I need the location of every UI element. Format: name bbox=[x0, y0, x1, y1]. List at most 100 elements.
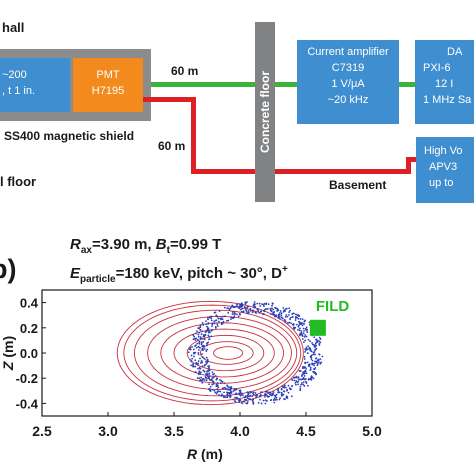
particle-point bbox=[223, 386, 226, 389]
particle-point bbox=[250, 391, 252, 394]
particle-point bbox=[296, 314, 299, 316]
particle-point bbox=[258, 302, 261, 305]
particle-point bbox=[310, 350, 313, 353]
particle-point bbox=[307, 345, 310, 348]
particle-point bbox=[238, 305, 240, 308]
particle-point bbox=[306, 361, 309, 364]
e-subscript: particle bbox=[80, 274, 116, 285]
particle-point bbox=[278, 398, 281, 401]
particle-point bbox=[253, 306, 256, 309]
particle-point bbox=[251, 311, 254, 314]
particle-point bbox=[305, 367, 308, 370]
particle-point bbox=[221, 315, 224, 318]
particle-point bbox=[252, 398, 255, 401]
particle-point bbox=[212, 382, 215, 385]
particle-point bbox=[215, 384, 218, 387]
particle-point bbox=[203, 338, 206, 341]
particle-point bbox=[318, 342, 321, 345]
particle-point bbox=[199, 346, 201, 349]
particle-point bbox=[295, 323, 298, 326]
particle-point bbox=[298, 329, 301, 332]
particle-point bbox=[220, 395, 223, 397]
particle-point bbox=[202, 369, 205, 372]
particle-point bbox=[280, 314, 283, 317]
particle-point bbox=[195, 361, 198, 364]
green-cable bbox=[275, 82, 297, 87]
red-cable bbox=[191, 97, 196, 174]
particle-point bbox=[306, 352, 309, 355]
particle-point bbox=[205, 377, 208, 379]
particle-point bbox=[289, 309, 291, 312]
particle-point bbox=[290, 322, 293, 325]
particle-point bbox=[286, 315, 289, 318]
particle-point bbox=[279, 310, 282, 312]
particle-point bbox=[219, 317, 222, 320]
particle-point bbox=[201, 353, 203, 355]
particle-point bbox=[317, 358, 320, 361]
floor-label: l floor bbox=[0, 174, 37, 189]
particle-point bbox=[311, 363, 314, 366]
particle-point bbox=[295, 380, 298, 382]
basement-label: Basement bbox=[329, 178, 387, 192]
daq-box: DA PXI-6 12 I 1 MHz Sa bbox=[415, 40, 474, 124]
particle-point bbox=[210, 315, 213, 318]
particle-point bbox=[301, 338, 304, 340]
particle-point bbox=[314, 353, 317, 356]
particle-point bbox=[229, 389, 232, 392]
scintillator-box: ~200 , t 1 in. bbox=[0, 58, 70, 112]
particle-point bbox=[263, 305, 265, 308]
particle-point bbox=[249, 309, 252, 312]
particle-point bbox=[234, 400, 237, 403]
x-axis-label: R (m) bbox=[187, 446, 223, 462]
particle-point bbox=[206, 348, 209, 351]
particle-point bbox=[285, 307, 288, 310]
particle-point bbox=[242, 394, 244, 397]
particle-point bbox=[238, 312, 241, 315]
particle-point bbox=[253, 301, 256, 303]
particle-point bbox=[308, 346, 311, 349]
particle-point bbox=[211, 322, 214, 325]
particle-point bbox=[222, 394, 224, 397]
particle-point bbox=[311, 342, 313, 344]
particle-point bbox=[207, 370, 210, 372]
particle-point bbox=[227, 386, 230, 389]
particle-point bbox=[238, 389, 241, 392]
scintillator-line: , t 1 in. bbox=[2, 85, 36, 97]
particle-point bbox=[272, 308, 275, 311]
particle-point bbox=[214, 374, 217, 377]
flux-surface bbox=[213, 346, 244, 360]
particle-point bbox=[270, 399, 273, 401]
particle-point bbox=[208, 383, 210, 386]
particle-point bbox=[309, 340, 312, 343]
particle-point bbox=[241, 401, 243, 404]
particle-point bbox=[299, 370, 302, 372]
particle-point bbox=[252, 400, 254, 403]
particle-point bbox=[244, 309, 247, 311]
particle-point bbox=[297, 318, 300, 320]
particle-point bbox=[236, 313, 238, 316]
particle-point bbox=[278, 391, 281, 394]
particle-point bbox=[259, 398, 261, 401]
particle-point bbox=[286, 397, 289, 399]
x-tick-label: 5.0 bbox=[362, 423, 382, 439]
particle-point bbox=[197, 349, 200, 351]
y-tick-label: 0.0 bbox=[20, 346, 38, 361]
particle-point bbox=[198, 331, 201, 334]
particle-point bbox=[201, 365, 204, 368]
red-cable bbox=[143, 97, 196, 102]
particle-point bbox=[294, 381, 297, 384]
particle-point bbox=[303, 335, 306, 338]
particle-point bbox=[285, 314, 288, 316]
particle-point bbox=[294, 313, 297, 316]
particle-point bbox=[249, 398, 252, 401]
particle-point bbox=[207, 368, 210, 370]
particle-point bbox=[204, 363, 207, 366]
green-cable bbox=[151, 82, 255, 87]
particle-point bbox=[210, 335, 213, 338]
particle-point bbox=[301, 324, 304, 327]
particle-point bbox=[263, 302, 266, 305]
particle-point bbox=[314, 348, 317, 351]
particle-point bbox=[197, 345, 200, 348]
particle-point bbox=[316, 361, 318, 364]
particle-point bbox=[297, 383, 300, 386]
